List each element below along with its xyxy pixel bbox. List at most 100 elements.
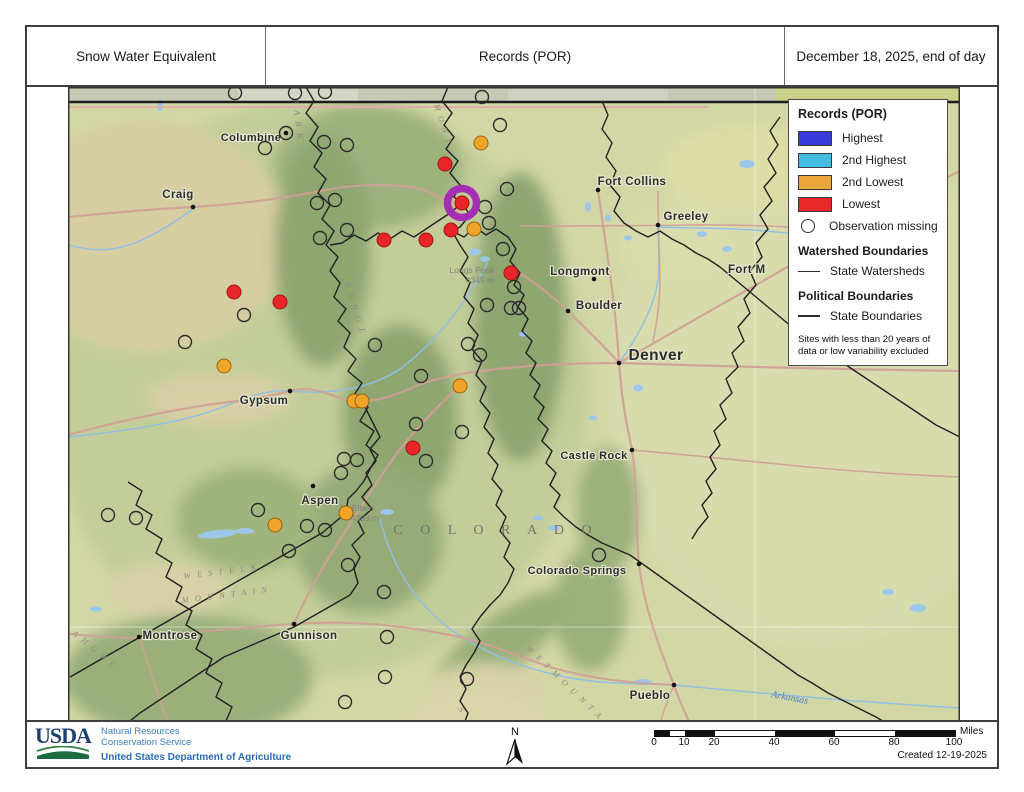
scale-tick: 10 <box>678 737 690 748</box>
legend-item-label: 2nd Lowest <box>842 175 904 189</box>
scale-tick: 100 <box>945 737 963 748</box>
city-dot <box>283 130 289 136</box>
site-observation-missing <box>340 557 356 573</box>
site-observation-missing <box>100 507 116 523</box>
site-observation-missing <box>339 137 355 153</box>
city-label: Montrose <box>143 630 198 642</box>
highlight-ring <box>443 184 481 222</box>
svg-text:N: N <box>511 726 519 738</box>
city-dot <box>595 187 601 193</box>
site-observation-missing <box>503 300 519 316</box>
city-label: Gunnison <box>281 630 338 642</box>
city-label: Aspen <box>301 495 338 507</box>
site-lowest <box>376 232 392 248</box>
agency-name: Natural Resources Conservation Service U… <box>101 726 292 763</box>
site-observation-missing <box>287 87 303 101</box>
site-observation-missing <box>177 334 193 350</box>
site-2nd-lowest <box>473 135 489 151</box>
peak-elevation: 4345 m <box>466 275 494 285</box>
site-observation-missing <box>317 87 333 100</box>
legend-title: Records (POR) <box>798 107 887 121</box>
legend-swatch <box>798 130 832 146</box>
header: Snow Water Equivalent Records (POR) Dece… <box>27 27 997 87</box>
peak-elevation: 4399 m <box>351 513 379 523</box>
city-label: Greeley <box>664 211 709 223</box>
site-observation-missing <box>591 547 607 563</box>
scale-unit: Miles <box>960 726 984 737</box>
site-observation-missing <box>460 336 476 352</box>
site-2nd-lowest <box>354 393 370 409</box>
legend-item-label: State Watersheds <box>830 264 925 278</box>
city-dot <box>616 360 622 366</box>
site-layer <box>100 87 607 710</box>
header-report-type: Records (POR) <box>266 27 785 85</box>
city-dot <box>190 204 196 210</box>
city-label: Gypsum <box>240 395 288 407</box>
site-observation-missing <box>506 279 522 295</box>
legend-item: 2nd Lowest <box>798 171 938 193</box>
scale-tick: 80 <box>888 737 900 748</box>
site-observation-missing <box>454 424 470 440</box>
site-observation-missing <box>128 510 144 526</box>
site-lowest <box>437 156 453 172</box>
site-lowest <box>405 440 421 456</box>
site-observation-missing <box>479 297 495 313</box>
peak-label: Longs Peak <box>450 265 496 275</box>
city-label: Longmont <box>550 266 609 278</box>
legend-item-label: Observation missing <box>829 219 938 233</box>
site-observation-missing <box>408 416 424 432</box>
city-dot <box>291 621 297 627</box>
usda-swoosh-icon <box>36 745 90 759</box>
usda-wordmark: USDA <box>35 725 92 765</box>
site-2nd-lowest <box>216 358 232 374</box>
range-label: S <box>456 705 468 715</box>
legend-item: 2nd Highest <box>798 149 938 171</box>
legend-item-political: State Boundaries <box>798 305 938 327</box>
site-lowest <box>226 284 242 300</box>
city-label: Boulder <box>576 300 622 312</box>
site-2nd-lowest <box>466 221 482 237</box>
legend-political-heading: Political Boundaries <box>798 289 914 303</box>
site-observation-missing <box>367 337 383 353</box>
legend-color-items: Highest 2nd Highest 2nd Lowest Lowest <box>798 127 938 215</box>
city-dot <box>655 222 661 228</box>
peak-label: Mt Elbert <box>340 503 375 513</box>
site-observation-missing <box>413 368 429 384</box>
site-observation-missing <box>281 543 297 559</box>
site-observation-missing <box>312 230 328 246</box>
state-boundary-line-icon <box>798 315 820 317</box>
watershed-line-icon <box>798 270 820 272</box>
site-lowest <box>443 222 459 238</box>
scale-tick: 20 <box>708 737 720 748</box>
city-dot <box>591 276 597 282</box>
scale-tick: 0 <box>651 737 657 748</box>
state-label: C O L O R A D O <box>393 523 598 538</box>
created-date: Created 12-19-2025 <box>897 750 987 761</box>
site-observation-missing <box>316 134 332 150</box>
site-observation-missing <box>472 347 488 363</box>
site-observation-missing <box>339 222 355 238</box>
legend-item-watershed: State Watersheds <box>798 260 938 282</box>
site-lowest <box>418 232 434 248</box>
site-2nd-lowest <box>267 517 283 533</box>
site-observation-missing <box>492 117 508 133</box>
lakes <box>90 99 926 685</box>
header-date: December 18, 2025, end of day <box>796 48 986 64</box>
site-observation-missing <box>376 584 392 600</box>
city-label: Fort M <box>728 264 766 276</box>
site-observation-missing <box>418 453 434 469</box>
state-strip <box>68 87 960 102</box>
north-arrow-icon: N <box>505 726 523 766</box>
city-label: Colorado Springs <box>528 565 627 577</box>
legend-item: Lowest <box>798 193 938 215</box>
site-observation-missing <box>278 125 294 141</box>
site-observation-missing <box>379 629 395 645</box>
city-dot <box>136 634 142 640</box>
site-2nd-lowest <box>338 505 354 521</box>
legend-item-missing: Observation missing <box>798 215 938 237</box>
site-observation-missing <box>250 502 266 518</box>
legend-item-label: Highest <box>842 131 883 145</box>
site-observation-missing <box>511 300 527 316</box>
legend-item-label: State Boundaries <box>830 309 923 323</box>
